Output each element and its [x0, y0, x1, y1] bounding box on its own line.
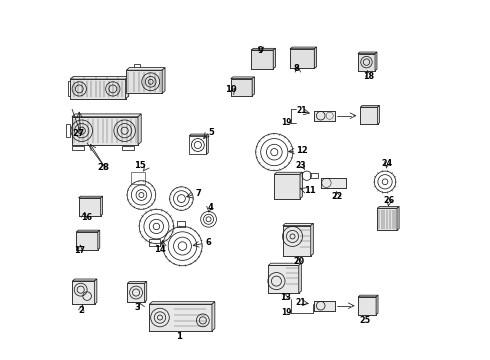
Polygon shape	[252, 77, 254, 96]
Polygon shape	[360, 107, 377, 124]
Polygon shape	[138, 114, 141, 145]
Text: 16: 16	[81, 213, 92, 222]
Polygon shape	[290, 49, 314, 68]
Polygon shape	[70, 77, 129, 79]
Polygon shape	[290, 47, 317, 49]
Polygon shape	[206, 134, 208, 154]
Polygon shape	[73, 281, 95, 304]
Text: 13: 13	[280, 293, 291, 302]
Text: 24: 24	[381, 159, 392, 168]
Polygon shape	[314, 47, 317, 68]
Polygon shape	[274, 174, 300, 199]
Text: 18: 18	[363, 72, 374, 81]
Text: 10: 10	[225, 85, 237, 94]
Polygon shape	[358, 295, 378, 297]
Polygon shape	[358, 52, 377, 54]
Polygon shape	[358, 54, 375, 71]
Text: 20: 20	[293, 257, 304, 266]
Polygon shape	[274, 172, 302, 174]
Text: 21: 21	[295, 298, 305, 307]
Polygon shape	[145, 282, 147, 302]
Polygon shape	[127, 283, 145, 302]
Polygon shape	[300, 172, 302, 199]
Polygon shape	[377, 206, 399, 208]
Text: 21: 21	[297, 106, 307, 115]
Polygon shape	[251, 50, 273, 68]
Polygon shape	[189, 134, 208, 136]
Text: 6: 6	[206, 238, 212, 247]
Polygon shape	[321, 178, 346, 188]
Polygon shape	[98, 230, 100, 249]
Text: 22: 22	[332, 192, 343, 201]
Polygon shape	[377, 208, 397, 230]
Polygon shape	[231, 78, 252, 96]
Text: 28: 28	[98, 163, 110, 172]
Polygon shape	[269, 265, 299, 293]
Polygon shape	[76, 230, 100, 232]
Polygon shape	[269, 263, 301, 265]
Polygon shape	[375, 52, 377, 71]
Text: 15: 15	[134, 161, 146, 170]
Polygon shape	[95, 279, 97, 304]
Text: 23: 23	[295, 161, 306, 170]
Polygon shape	[358, 297, 376, 315]
Polygon shape	[299, 263, 301, 293]
Polygon shape	[360, 105, 379, 107]
Polygon shape	[149, 304, 212, 331]
Polygon shape	[100, 196, 102, 216]
Text: 12: 12	[296, 146, 308, 155]
Polygon shape	[73, 279, 97, 281]
Text: 5: 5	[209, 128, 215, 137]
Polygon shape	[125, 77, 129, 99]
Text: 14: 14	[154, 245, 166, 254]
Text: 19: 19	[281, 118, 292, 127]
Text: 26: 26	[383, 196, 394, 205]
Polygon shape	[231, 77, 254, 78]
Polygon shape	[314, 111, 335, 121]
Text: 17: 17	[74, 246, 85, 255]
Polygon shape	[127, 282, 147, 283]
Polygon shape	[283, 226, 311, 256]
Text: 1: 1	[176, 332, 182, 341]
Polygon shape	[283, 223, 313, 226]
Text: 27: 27	[72, 129, 84, 138]
Text: 4: 4	[207, 203, 213, 212]
Text: 2: 2	[79, 306, 85, 315]
Text: 11: 11	[304, 185, 316, 194]
Text: 25: 25	[360, 316, 371, 325]
Polygon shape	[70, 79, 125, 99]
Text: 8: 8	[294, 64, 300, 73]
Polygon shape	[149, 302, 215, 304]
Polygon shape	[377, 105, 379, 124]
Polygon shape	[78, 198, 100, 216]
Polygon shape	[376, 295, 378, 315]
Polygon shape	[273, 48, 275, 68]
Polygon shape	[72, 117, 138, 145]
Polygon shape	[162, 68, 165, 93]
Text: 3: 3	[135, 303, 141, 312]
Text: 7: 7	[196, 189, 201, 198]
Polygon shape	[78, 196, 102, 198]
Text: 9: 9	[257, 46, 263, 55]
Polygon shape	[126, 70, 162, 93]
Polygon shape	[314, 301, 335, 311]
Polygon shape	[397, 206, 399, 230]
Polygon shape	[251, 48, 275, 50]
Text: 19: 19	[281, 309, 292, 318]
Polygon shape	[72, 114, 141, 117]
Polygon shape	[126, 68, 165, 70]
Polygon shape	[311, 223, 313, 256]
Polygon shape	[76, 232, 98, 249]
Polygon shape	[212, 302, 215, 331]
